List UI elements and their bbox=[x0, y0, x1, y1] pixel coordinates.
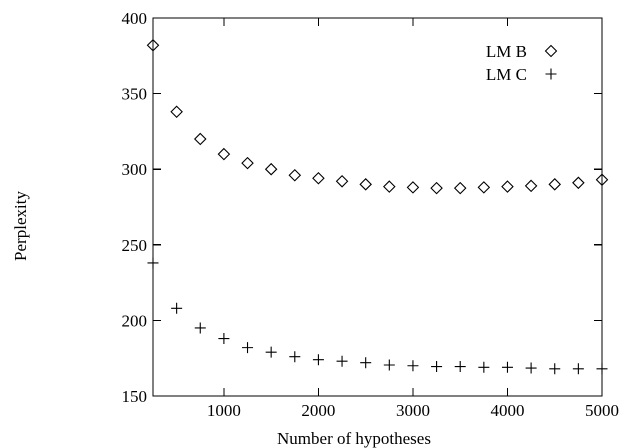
data-point-plus bbox=[289, 351, 301, 363]
data-point-diamond bbox=[453, 181, 467, 195]
data-point-plus bbox=[407, 360, 419, 372]
x-tick-label: 1000 bbox=[207, 401, 241, 420]
series-lm-c bbox=[147, 257, 608, 375]
data-point-plus bbox=[336, 355, 348, 367]
x-axis-title: Number of hypotheses bbox=[277, 429, 431, 448]
legend-label: LM B bbox=[486, 42, 527, 61]
data-point-diamond bbox=[359, 178, 372, 191]
data-point-plus bbox=[572, 363, 584, 375]
data-point-plus bbox=[312, 354, 324, 366]
data-point-diamond bbox=[312, 171, 325, 185]
y-tick-label: 300 bbox=[122, 160, 148, 179]
data-point-diamond bbox=[241, 156, 254, 170]
legend-marker-plus bbox=[545, 68, 557, 80]
y-tick-label: 350 bbox=[122, 85, 148, 104]
data-point-plus bbox=[265, 346, 277, 358]
data-point-plus bbox=[194, 322, 206, 334]
data-point-diamond bbox=[501, 180, 514, 193]
data-point-diamond bbox=[193, 132, 207, 146]
x-tick-label: 2000 bbox=[301, 401, 335, 420]
data-point-diamond bbox=[335, 175, 349, 188]
x-tick-label: 4000 bbox=[490, 401, 524, 420]
legend-marker-diamond bbox=[544, 44, 558, 58]
data-point-diamond bbox=[595, 173, 609, 187]
y-tick-label: 400 bbox=[122, 9, 148, 28]
data-point-diamond bbox=[524, 179, 538, 193]
data-point-diamond bbox=[477, 181, 491, 194]
data-point-diamond bbox=[548, 178, 562, 191]
data-point-plus bbox=[218, 333, 230, 345]
y-tick-label: 150 bbox=[122, 387, 148, 406]
data-point-plus bbox=[454, 361, 466, 373]
data-point-diamond bbox=[264, 162, 278, 176]
plot-frame bbox=[152, 17, 603, 397]
data-point-plus bbox=[596, 363, 608, 375]
legend-label: LM C bbox=[486, 65, 527, 84]
data-point-plus bbox=[501, 361, 513, 373]
x-tick-label: 3000 bbox=[396, 401, 430, 420]
y-axis-title: Perplexity bbox=[11, 191, 30, 261]
data-point-plus bbox=[147, 257, 159, 269]
series-lm-b bbox=[146, 38, 609, 195]
data-point-plus bbox=[360, 357, 372, 369]
data-point-diamond bbox=[383, 180, 396, 193]
data-point-diamond bbox=[146, 38, 160, 52]
data-point-diamond bbox=[170, 105, 183, 119]
data-point-diamond bbox=[430, 181, 443, 195]
data-point-diamond bbox=[217, 147, 231, 161]
y-tick-label: 250 bbox=[122, 236, 148, 255]
data-point-plus bbox=[478, 361, 490, 373]
data-point-plus bbox=[171, 302, 183, 314]
y-tick-label: 200 bbox=[122, 311, 148, 330]
data-point-diamond bbox=[572, 176, 585, 190]
x-tick-label: 5000 bbox=[585, 401, 619, 420]
data-point-plus bbox=[525, 362, 537, 374]
data-point-plus bbox=[549, 363, 561, 375]
data-point-plus bbox=[383, 359, 395, 371]
data-point-plus bbox=[242, 342, 254, 354]
data-point-diamond bbox=[288, 168, 302, 182]
data-point-plus bbox=[431, 361, 443, 373]
data-point-diamond bbox=[406, 181, 420, 194]
